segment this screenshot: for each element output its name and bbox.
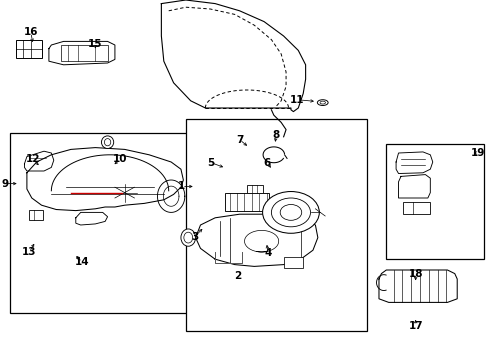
- Bar: [283, 257, 303, 268]
- Circle shape: [262, 192, 319, 233]
- Circle shape: [280, 204, 301, 220]
- Bar: [61, 45, 107, 61]
- Text: 3: 3: [191, 232, 198, 242]
- Text: 18: 18: [407, 269, 422, 279]
- Ellipse shape: [319, 101, 325, 104]
- Ellipse shape: [181, 229, 195, 246]
- Text: 6: 6: [264, 158, 270, 168]
- Text: 5: 5: [207, 158, 214, 168]
- Bar: [16, 40, 41, 58]
- Ellipse shape: [104, 139, 110, 146]
- Ellipse shape: [317, 100, 327, 105]
- Text: 15: 15: [88, 39, 102, 49]
- Text: 17: 17: [407, 321, 422, 331]
- Bar: [224, 193, 268, 211]
- Bar: [246, 185, 262, 193]
- Text: 8: 8: [272, 130, 279, 140]
- Bar: [403, 202, 429, 214]
- Text: 19: 19: [470, 148, 485, 158]
- Text: 2: 2: [234, 271, 241, 281]
- Text: 9: 9: [1, 179, 8, 189]
- Bar: [29, 210, 43, 220]
- Text: 13: 13: [22, 247, 37, 257]
- Text: 1: 1: [178, 181, 185, 192]
- Bar: [386, 144, 483, 259]
- Text: 7: 7: [235, 135, 243, 145]
- Text: 16: 16: [23, 27, 38, 37]
- Bar: [185, 119, 366, 331]
- Text: 11: 11: [289, 95, 304, 105]
- Text: 10: 10: [112, 154, 127, 164]
- Ellipse shape: [102, 136, 113, 149]
- Text: 14: 14: [75, 257, 89, 267]
- Ellipse shape: [183, 232, 192, 243]
- Text: 4: 4: [264, 248, 271, 258]
- Bar: [10, 133, 215, 313]
- Circle shape: [271, 198, 310, 227]
- Text: 12: 12: [26, 154, 41, 164]
